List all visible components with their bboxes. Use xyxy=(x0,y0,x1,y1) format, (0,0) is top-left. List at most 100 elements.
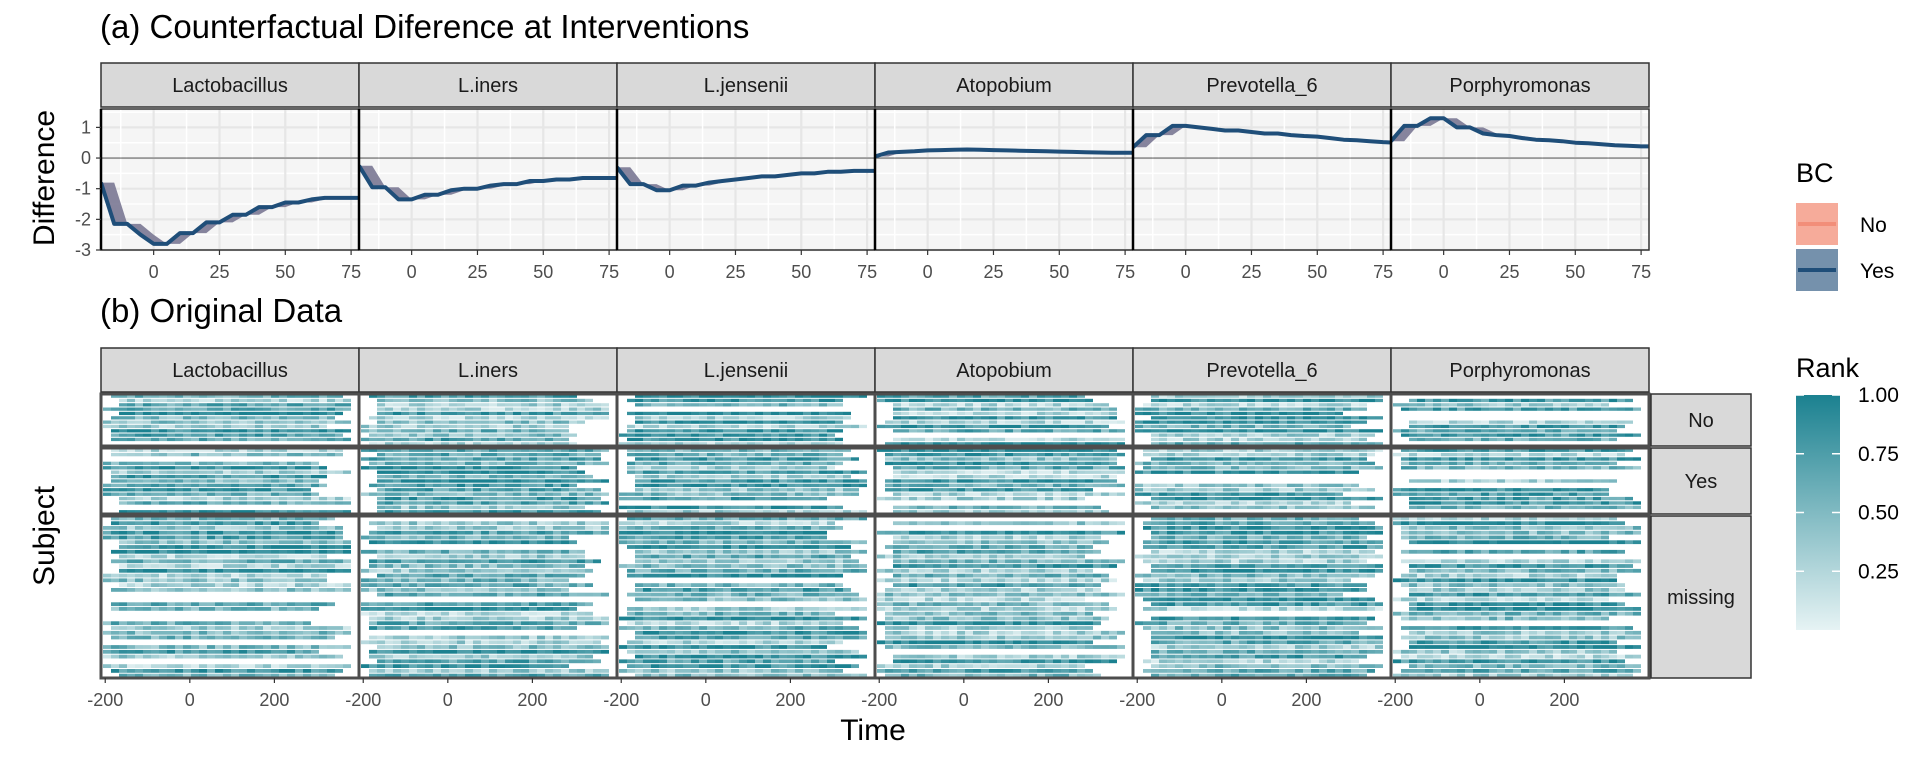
series-line-atopobium xyxy=(875,147,1133,159)
x-tick-label-a: 75 xyxy=(1115,262,1135,282)
x-tick-label-a: 25 xyxy=(1241,262,1261,282)
x-tick-label-b: -200 xyxy=(345,690,381,710)
x-tick-label-b: 0 xyxy=(1217,690,1227,710)
strip-b-prevotella-6 xyxy=(1132,347,1392,393)
strip-label-a-lactobacillus: Lactobacillus xyxy=(172,75,288,97)
rank-tick-label: 1.00 xyxy=(1858,384,1899,407)
x-tick-label-b: -200 xyxy=(1119,690,1155,710)
x-tick-label-a: 50 xyxy=(791,262,811,282)
strip-a-l-jensenii xyxy=(616,62,876,108)
x-tick-label-a: 50 xyxy=(1049,262,1069,282)
y-axis-title-b: Subject xyxy=(28,485,61,586)
x-tick-label-b: -200 xyxy=(861,690,897,710)
grid-a-porphyromonas xyxy=(1391,109,1649,252)
heatmap-porphyromonas-yes xyxy=(1389,446,1651,516)
heatmap-atopobium-no xyxy=(873,392,1135,448)
strip-a-atopobium xyxy=(874,62,1134,108)
legend-bc-title: BC xyxy=(1796,158,1834,188)
strip-label-b-porphyromonas: Porphyromonas xyxy=(1449,360,1590,382)
plot-bg-a-porphyromonas xyxy=(1391,109,1649,250)
legend-bc: BC No Yes xyxy=(1796,158,1894,291)
row-strip-no xyxy=(1650,393,1752,447)
series-line-l-jensenii xyxy=(617,165,875,193)
x-tick-label-b: 200 xyxy=(1549,690,1579,710)
x-tick-label-b: 200 xyxy=(1291,690,1321,710)
strip-a-prevotella-6 xyxy=(1132,62,1392,108)
x-tick-label-a: 50 xyxy=(275,262,295,282)
strip-label-b-l-iners: L.iners xyxy=(458,360,518,382)
panel-a: Lactobacillus 0 25 50 75 L.iners 0 25 50 75 L.jens… xyxy=(75,62,1651,282)
x-tick-label-b: 200 xyxy=(1033,690,1063,710)
x-tick-label-a: 50 xyxy=(1307,262,1327,282)
x-tick-label-b: 200 xyxy=(517,690,547,710)
strip-b-atopobium xyxy=(874,347,1134,393)
strip-label-a-prevotella-6: Prevotella_6 xyxy=(1206,75,1317,97)
x-tick-label-b: 0 xyxy=(1475,690,1485,710)
x-tick-label-b: -200 xyxy=(603,690,639,710)
row-strip-label: missing xyxy=(1667,587,1735,609)
legend-entry-no: No xyxy=(1796,203,1887,245)
series-line-lactobacillus xyxy=(101,181,359,246)
heatmap-prevotella-6-missing xyxy=(1131,514,1393,680)
heatmap-l-jensenii-no xyxy=(615,392,877,448)
x-tick-label-a: 25 xyxy=(1499,262,1519,282)
strip-b-l-jensenii xyxy=(616,347,876,393)
heatmap-prevotella-6-yes xyxy=(1131,446,1393,516)
x-tick-label-a: 75 xyxy=(1373,262,1393,282)
chart-title-a: (a) Counterfactual Diference at Interven… xyxy=(100,8,749,45)
strip-a-porphyromonas xyxy=(1390,62,1650,108)
x-axis-title-b: Time xyxy=(840,714,906,747)
x-tick-label-a: 0 xyxy=(407,262,417,282)
strip-label-b-lactobacillus: Lactobacillus xyxy=(172,360,288,382)
chart-title-b: (b) Original Data xyxy=(100,292,343,329)
x-tick-label-b: 0 xyxy=(185,690,195,710)
x-tick-label-b: 200 xyxy=(775,690,805,710)
heatmap-atopobium-yes xyxy=(873,446,1135,516)
heatmap-lactobacillus-yes xyxy=(99,446,361,516)
heatmap-l-jensenii-missing xyxy=(615,514,877,680)
strip-label-a-l-iners: L.iners xyxy=(458,75,518,97)
x-tick-label-b: 200 xyxy=(259,690,289,710)
series-line-prevotella-6 xyxy=(1133,123,1391,149)
x-tick-label-a: 75 xyxy=(599,262,619,282)
legend-rank: Rank 1.00 0.75 0.50 0.25 xyxy=(1796,353,1899,630)
x-tick-label-a: 0 xyxy=(1439,262,1449,282)
y-tick-label-a: -3 xyxy=(75,240,91,260)
row-strip-yes xyxy=(1650,447,1752,515)
x-tick-label-a: 25 xyxy=(467,262,487,282)
row-strip-label: No xyxy=(1688,410,1714,432)
strip-a-l-iners xyxy=(358,62,618,108)
legend-entry-yes: Yes xyxy=(1796,249,1894,291)
x-tick-label-a: 0 xyxy=(1181,262,1191,282)
rank-tick-label: 0.75 xyxy=(1858,443,1899,466)
y-tick-label-a: -2 xyxy=(75,209,91,229)
plot-bg-a-lactobacillus xyxy=(101,109,359,250)
heatmap-l-iners-no xyxy=(357,392,619,448)
heatmap-lactobacillus-missing xyxy=(99,514,361,680)
x-tick-label-a: 0 xyxy=(149,262,159,282)
legend-rank-title: Rank xyxy=(1796,353,1860,383)
heatmap-prevotella-6-no xyxy=(1131,392,1393,448)
heatmap-l-iners-yes xyxy=(357,446,619,516)
x-tick-label-a: 0 xyxy=(665,262,675,282)
legend-label: No xyxy=(1860,214,1887,237)
heatmap-porphyromonas-no xyxy=(1389,392,1651,448)
row-strip-missing xyxy=(1650,515,1752,679)
heatmap-porphyromonas-missing xyxy=(1389,514,1651,680)
y-axis-title-a: Difference xyxy=(28,110,61,246)
x-tick-label-a: 75 xyxy=(857,262,877,282)
strip-label-a-atopobium: Atopobium xyxy=(956,75,1052,97)
y-tick-label-a: 1 xyxy=(81,117,91,137)
x-tick-label-b: 0 xyxy=(701,690,711,710)
x-tick-label-a: 0 xyxy=(923,262,933,282)
plot-bg-a-atopobium xyxy=(875,109,1133,250)
x-tick-label-b: 0 xyxy=(443,690,453,710)
y-tick-label-a: 0 xyxy=(81,148,91,168)
strip-label-a-porphyromonas: Porphyromonas xyxy=(1449,75,1590,97)
series-line-porphyromonas xyxy=(1391,116,1649,149)
strip-a-lactobacillus xyxy=(100,62,360,108)
x-tick-label-a: 25 xyxy=(209,262,229,282)
row-strip-label: Yes xyxy=(1685,471,1718,493)
x-tick-label-b: 0 xyxy=(959,690,969,710)
